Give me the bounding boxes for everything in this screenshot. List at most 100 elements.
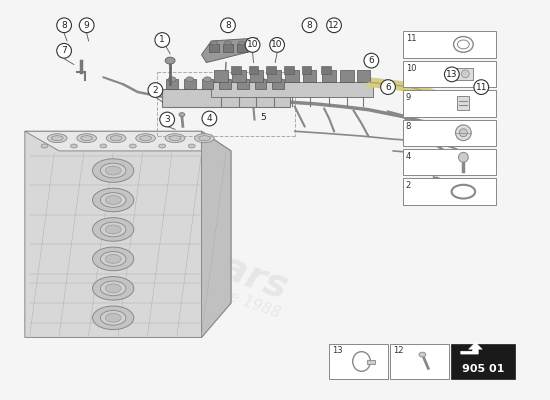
Text: a parts supplier since 1988: a parts supplier since 1988	[82, 236, 282, 321]
Text: 11: 11	[406, 34, 416, 43]
Bar	[356, 70, 370, 82]
Bar	[201, 79, 213, 89]
Text: 9: 9	[84, 21, 90, 30]
Circle shape	[57, 44, 72, 58]
Ellipse shape	[199, 136, 210, 141]
Bar	[249, 66, 258, 74]
Bar	[302, 70, 316, 82]
Bar	[267, 70, 281, 82]
Ellipse shape	[165, 57, 175, 64]
Text: 12: 12	[393, 346, 404, 355]
Text: 12: 12	[328, 21, 340, 30]
Bar	[210, 44, 219, 52]
Circle shape	[221, 18, 235, 33]
Bar	[301, 66, 311, 74]
Text: 9: 9	[406, 93, 411, 102]
Bar	[285, 70, 299, 82]
Text: 7: 7	[61, 46, 67, 55]
Ellipse shape	[92, 276, 134, 300]
Ellipse shape	[221, 77, 229, 82]
Circle shape	[57, 18, 72, 33]
Ellipse shape	[101, 222, 126, 237]
Text: 1: 1	[160, 36, 165, 44]
FancyBboxPatch shape	[403, 149, 496, 176]
Text: 10: 10	[271, 40, 283, 50]
Ellipse shape	[41, 144, 48, 148]
Text: 8: 8	[225, 21, 231, 30]
Ellipse shape	[186, 77, 194, 82]
Ellipse shape	[224, 41, 232, 45]
Bar	[162, 89, 290, 107]
Text: 2: 2	[406, 181, 411, 190]
Bar	[340, 70, 354, 82]
Bar	[214, 70, 228, 82]
Ellipse shape	[165, 134, 185, 142]
Bar	[255, 79, 266, 89]
Circle shape	[155, 33, 169, 47]
Ellipse shape	[106, 134, 126, 142]
Ellipse shape	[105, 196, 121, 204]
Circle shape	[202, 111, 217, 126]
Ellipse shape	[239, 77, 247, 82]
Text: 2: 2	[152, 86, 158, 94]
Text: 11: 11	[476, 83, 487, 92]
Text: 10: 10	[247, 40, 258, 50]
Circle shape	[270, 38, 284, 52]
Circle shape	[461, 70, 469, 78]
Ellipse shape	[101, 163, 126, 178]
Polygon shape	[461, 342, 482, 354]
Bar	[237, 79, 249, 89]
Circle shape	[79, 18, 94, 33]
Ellipse shape	[274, 77, 282, 82]
Circle shape	[245, 38, 260, 52]
Polygon shape	[25, 131, 231, 338]
Circle shape	[148, 83, 163, 98]
Ellipse shape	[179, 113, 185, 116]
Bar	[223, 44, 233, 52]
Ellipse shape	[159, 144, 166, 148]
Text: 13: 13	[332, 346, 343, 355]
Polygon shape	[25, 131, 231, 151]
Text: 905 01: 905 01	[461, 364, 504, 374]
Circle shape	[459, 129, 468, 137]
Text: 13: 13	[446, 70, 458, 79]
Ellipse shape	[51, 136, 63, 141]
Ellipse shape	[105, 225, 121, 234]
Ellipse shape	[92, 159, 134, 182]
Ellipse shape	[101, 252, 126, 266]
Ellipse shape	[238, 41, 245, 45]
Bar	[272, 79, 284, 89]
Ellipse shape	[77, 134, 96, 142]
Ellipse shape	[101, 281, 126, 296]
Ellipse shape	[256, 77, 265, 82]
Ellipse shape	[105, 254, 121, 263]
Polygon shape	[201, 38, 257, 62]
Ellipse shape	[92, 218, 134, 241]
Bar	[367, 360, 375, 364]
Bar	[284, 66, 294, 74]
Ellipse shape	[92, 188, 134, 212]
Ellipse shape	[92, 247, 134, 271]
Circle shape	[444, 67, 459, 82]
Ellipse shape	[105, 284, 121, 293]
Ellipse shape	[129, 144, 136, 148]
Bar	[454, 68, 473, 80]
Circle shape	[364, 53, 379, 68]
Bar	[237, 44, 247, 52]
Ellipse shape	[140, 136, 151, 141]
FancyBboxPatch shape	[390, 344, 449, 379]
Bar	[250, 70, 263, 82]
Ellipse shape	[449, 100, 459, 114]
Text: 5: 5	[260, 113, 266, 122]
FancyBboxPatch shape	[403, 61, 496, 87]
Polygon shape	[201, 131, 231, 338]
Ellipse shape	[195, 134, 214, 142]
Circle shape	[160, 112, 174, 127]
Bar	[219, 79, 231, 89]
Text: 8: 8	[61, 21, 67, 30]
Ellipse shape	[47, 134, 67, 142]
Ellipse shape	[168, 77, 176, 82]
Ellipse shape	[419, 352, 426, 357]
Bar	[184, 79, 196, 89]
Text: eurocarpars: eurocarpars	[31, 181, 293, 307]
